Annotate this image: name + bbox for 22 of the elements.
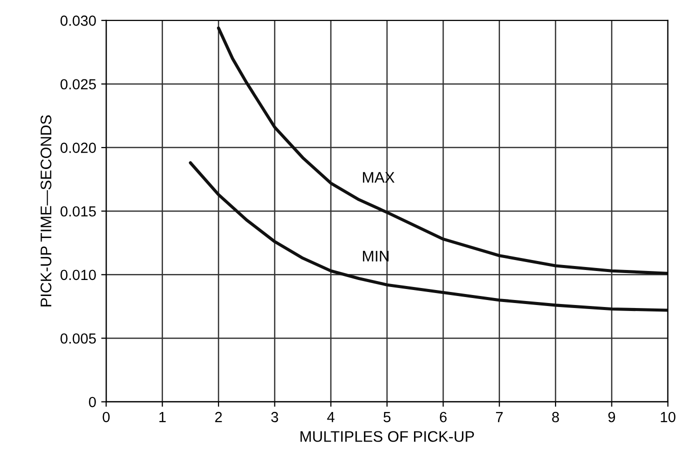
y-tick-label: 0.025 (60, 79, 96, 90)
y-tick-label: 0.010 (60, 270, 96, 280)
x-tick-label: 10 (660, 412, 676, 422)
y-tick-label: 0.005 (60, 333, 96, 344)
y-tick-label: 0 (88, 396, 96, 408)
x-tick-label: 2 (215, 412, 222, 422)
x-tick-label: 4 (327, 412, 334, 422)
x-tick-label: 8 (552, 412, 559, 422)
y-tick-label: 0.015 (60, 206, 96, 217)
y-tick-label: 0.020 (60, 142, 96, 153)
x-tick-label: 9 (608, 412, 616, 422)
x-tick-label: 0 (102, 412, 110, 422)
x-tick-label: 6 (440, 412, 447, 422)
y-axis-title: PICK-UP TIME—SECONDS (40, 115, 52, 306)
x-tick-label: 1 (159, 412, 166, 422)
x-tick-label: 5 (384, 412, 390, 422)
x-axis-title: MULTIPLES OF PICK-UP (300, 431, 474, 442)
y-tick-label: 0.030 (60, 16, 96, 26)
x-tick-label: 7 (496, 412, 503, 422)
line-series (216, 26, 668, 275)
x-tick-label: 3 (271, 412, 278, 422)
line-series (188, 161, 668, 312)
